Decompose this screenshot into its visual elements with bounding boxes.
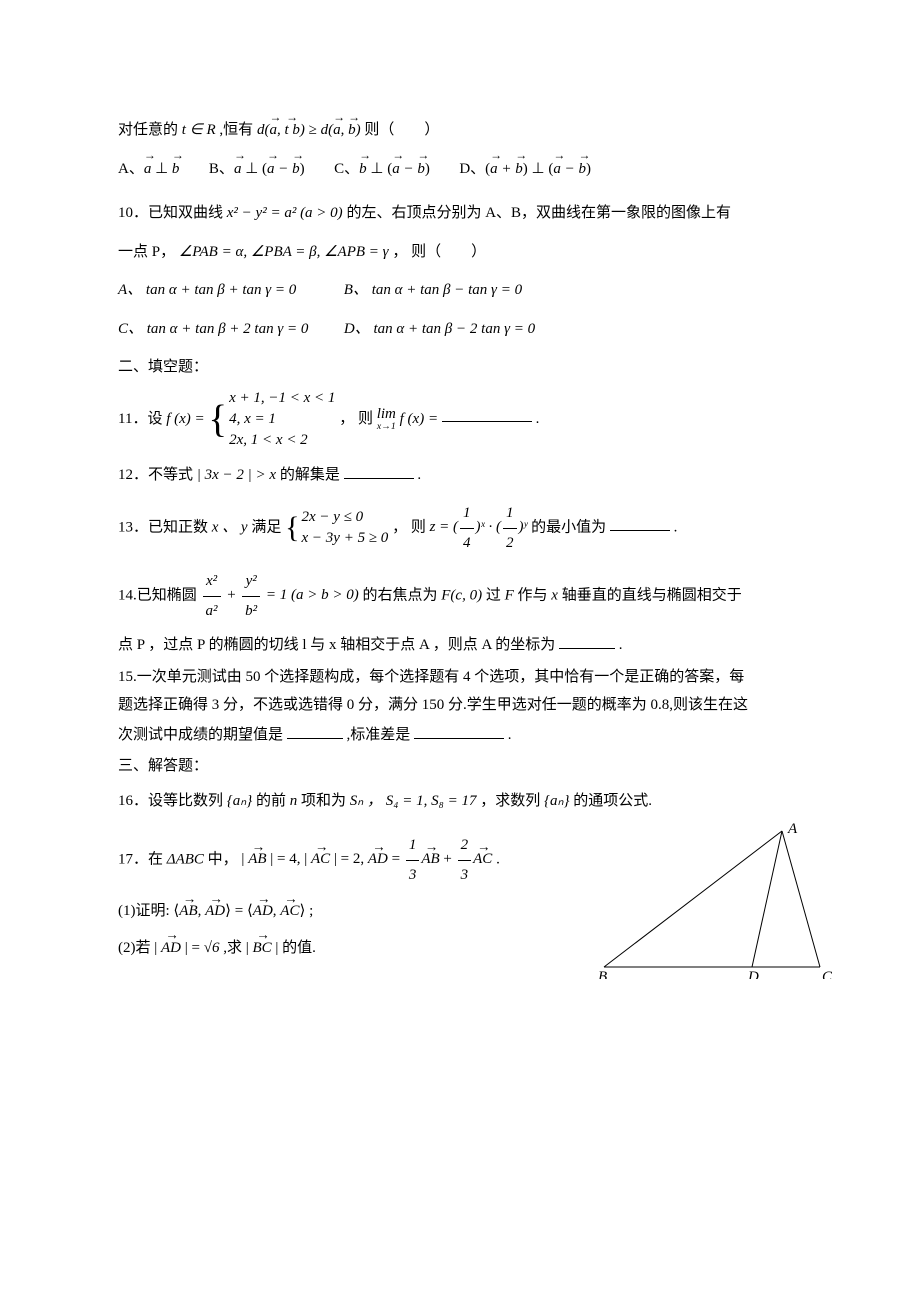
q9-text-b: ,恒有 [219, 122, 253, 138]
q13-blank[interactable] [610, 515, 670, 531]
q14-line2: 点 P ，过点 P 的椭圆的切线 l 与 x 轴相交于点 A ，则点 A 的坐标… [118, 631, 802, 660]
q15-line2: 题选择正确得 3 分，不选或选错得 0 分，满分 150 分.学生甲选对任一题的… [118, 694, 802, 717]
q17-part2: (2)若 | AD | = √6 ,求 | BC | 的值. [118, 934, 592, 963]
section-3-heading: 三、解答题： [118, 752, 802, 781]
section-2-heading: 二、填空题： [118, 353, 802, 382]
q12-blank[interactable] [344, 463, 414, 479]
q14-blank[interactable] [559, 633, 615, 649]
q17: 17．在 ΔABC 中， | AB | = 4, | AC | = 2, AD … [118, 825, 802, 990]
q16: 16．设等比数列 {aₙ} 的前 n 项和为 Sₙ ， S₄ = 1, S₈ =… [118, 787, 802, 816]
q9-tr: t ∈ R [182, 122, 216, 138]
svg-text:A: A [787, 821, 798, 837]
q15-blank-1[interactable] [287, 723, 343, 739]
q10-opts-cd: C、 tan α + tan β + 2 tan γ = 0 D、 tan α … [118, 315, 802, 344]
q10-line1: 10．已知双曲线 x² − y² = a² (a > 0) 的左、右顶点分别为 … [118, 199, 802, 228]
q9-ineq: d(a, t b) ≥ d(a, b) [257, 122, 364, 138]
q17-triangle-figure: A B C D [592, 819, 832, 990]
q13: 13．已知正数 x 、 y 满足 { 2x − y ≤ 0 x − 3y + 5… [118, 499, 802, 557]
q15-blank-2[interactable] [414, 723, 504, 739]
q11-blank[interactable] [442, 406, 532, 422]
q14-line1: 14.已知椭圆 x²a² + y²b² = 1 (a > b > 0) 的右焦点… [118, 567, 802, 625]
q15-line1: 15.一次单元测试由 50 个选择题构成，每个选择题有 4 个选项，其中恰有一个… [118, 666, 802, 689]
svg-text:C: C [822, 969, 832, 979]
q9-text-a: 对任意的 [118, 122, 178, 138]
svg-text:B: B [598, 969, 607, 979]
q11: 11．设 f (x) = { x + 1, −1 < x < 1 4, x = … [118, 388, 802, 451]
q15-line3: 次测试中成绩的期望值是 ,标准差是 . [118, 723, 802, 747]
q9-stem: 对任意的 t ∈ R ,恒有 d(a, t b) ≥ d(a, b) 则（ ） [118, 116, 802, 145]
q10-line2: 一点 P， ∠PAB = α, ∠PBA = β, ∠APB = γ ， 则（ … [118, 238, 802, 267]
svg-text:D: D [747, 969, 759, 979]
q9-options: A、a ⊥ b B、a ⊥ (a − b) C、b ⊥ (a − b) D、(a… [118, 155, 802, 184]
q17-part1: (1)证明: ⟨AB, AD⟩ = ⟨AD, AC⟩ ; [118, 897, 592, 926]
q17-stem: 17．在 ΔABC 中， | AB | = 4, | AC | = 2, AD … [118, 831, 592, 889]
q9-text-c: 则（ ） [364, 122, 439, 138]
q10-opts-ab: A、 tan α + tan β + tan γ = 0 B、 tan α + … [118, 276, 802, 305]
q12: 12．不等式 | 3x − 2 | > x 的解集是 . [118, 461, 802, 490]
